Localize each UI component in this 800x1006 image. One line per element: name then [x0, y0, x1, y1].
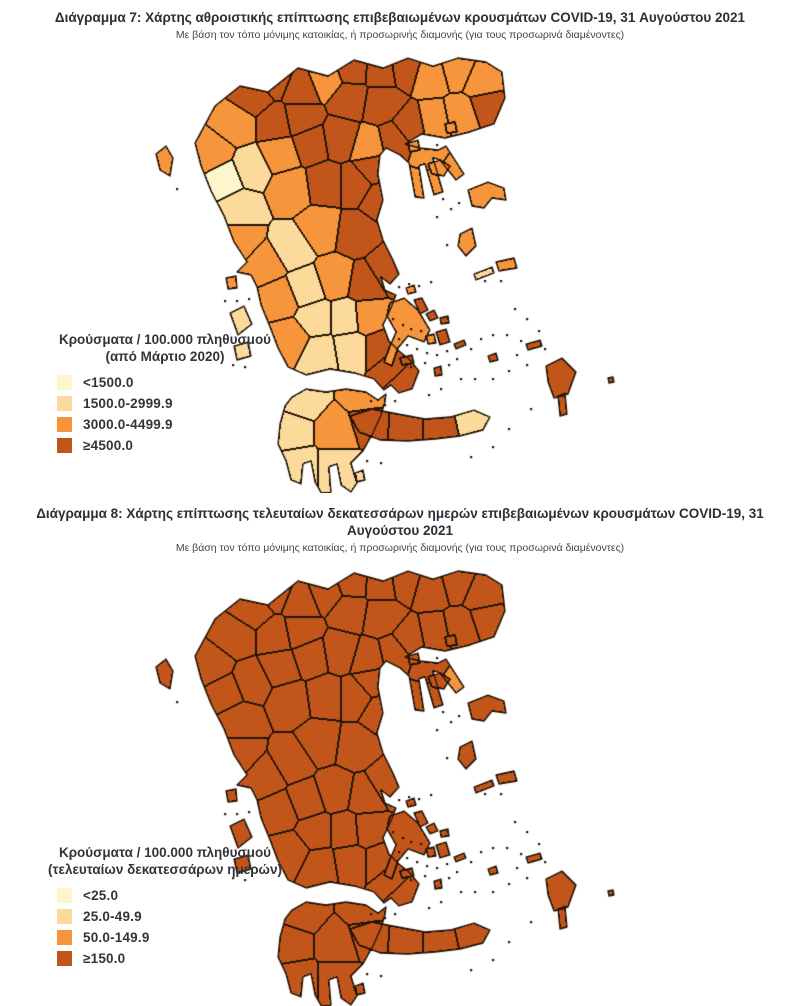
legend-label: <25.0: [83, 888, 119, 903]
legend-label: 25.0-49.9: [83, 909, 142, 924]
legend-item: 3000.0-4499.9: [57, 414, 330, 435]
legend-swatch-cat3: [57, 417, 72, 432]
figure-8-map-area: Κρούσματα / 100.000 πληθυσμού (τελευταίω…: [0, 561, 800, 1006]
figure-7: Διάγραμμα 7: Χάρτης αθροιστικής επίπτωση…: [0, 0, 800, 493]
legend-title: Κρούσματα / 100.000 πληθυσμού (από Μάρτι…: [0, 331, 330, 365]
legend-label: 3000.0-4499.9: [83, 417, 173, 432]
figure-7-map-area: Κρούσματα / 100.000 πληθυσμού (από Μάρτι…: [0, 48, 800, 493]
figure-7-subtitle: Με βάση τον τόπο μόνιμης κατοικίας, ή πρ…: [175, 29, 625, 41]
legend-item: 25.0-49.9: [57, 906, 330, 927]
legend-swatch-cat4: [57, 951, 72, 966]
legend-items: <25.0 25.0-49.9 50.0-149.9 ≥150.0: [57, 885, 330, 969]
greece-choropleth-map-cumulative: [140, 48, 660, 493]
figure-7-title: Διάγραμμα 7: Χάρτης αθροιστικής επίπτωση…: [54, 10, 746, 25]
legend-swatch-cat2: [57, 909, 72, 924]
legend-label: <1500.0: [83, 375, 134, 390]
legend-title-line2: (από Μάρτιο 2020): [105, 349, 225, 364]
legend-swatch-cat1: [57, 375, 72, 390]
legend-label: 50.0-149.9: [83, 930, 150, 945]
legend-title-line1: Κρούσματα / 100.000 πληθυσμού: [58, 845, 272, 860]
legend-label: ≥150.0: [83, 951, 126, 966]
legend-item: <25.0: [57, 885, 330, 906]
figure-7-legend: Κρούσματα / 100.000 πληθυσμού (από Μάρτι…: [0, 331, 330, 456]
figure-8-legend: Κρούσματα / 100.000 πληθυσμού (τελευταίω…: [0, 844, 330, 969]
legend-item: ≥4500.0: [57, 435, 330, 456]
legend-swatch-cat3: [57, 930, 72, 945]
legend-item: ≥150.0: [57, 948, 330, 969]
legend-title: Κρούσματα / 100.000 πληθυσμού (τελευταίω…: [0, 844, 330, 878]
figure-8-title: Διάγραμμα 8: Χάρτης επίπτωσης τελευταίων…: [36, 506, 764, 538]
greece-choropleth-map-14day: [140, 561, 660, 1006]
legend-title-line2: (τελευταίων δεκατεσσάρων ημερών): [48, 862, 282, 877]
legend-item: <1500.0: [57, 372, 330, 393]
figure-8-subtitle: Με βάση τον τόπο μόνιμης κατοικίας, ή πρ…: [175, 542, 625, 554]
legend-item: 1500.0-2999.9: [57, 393, 330, 414]
legend-item: 50.0-149.9: [57, 927, 330, 948]
legend-swatch-cat1: [57, 888, 72, 903]
legend-label: ≥4500.0: [83, 438, 134, 453]
legend-swatch-cat2: [57, 396, 72, 411]
legend-swatch-cat4: [57, 438, 72, 453]
legend-label: 1500.0-2999.9: [83, 396, 173, 411]
figure-8: Διάγραμμα 8: Χάρτης επίπτωσης τελευταίων…: [0, 493, 800, 1006]
legend-title-line1: Κρούσματα / 100.000 πληθυσμού: [58, 332, 272, 347]
legend-items: <1500.0 1500.0-2999.9 3000.0-4499.9 ≥4500.0: [57, 372, 330, 456]
